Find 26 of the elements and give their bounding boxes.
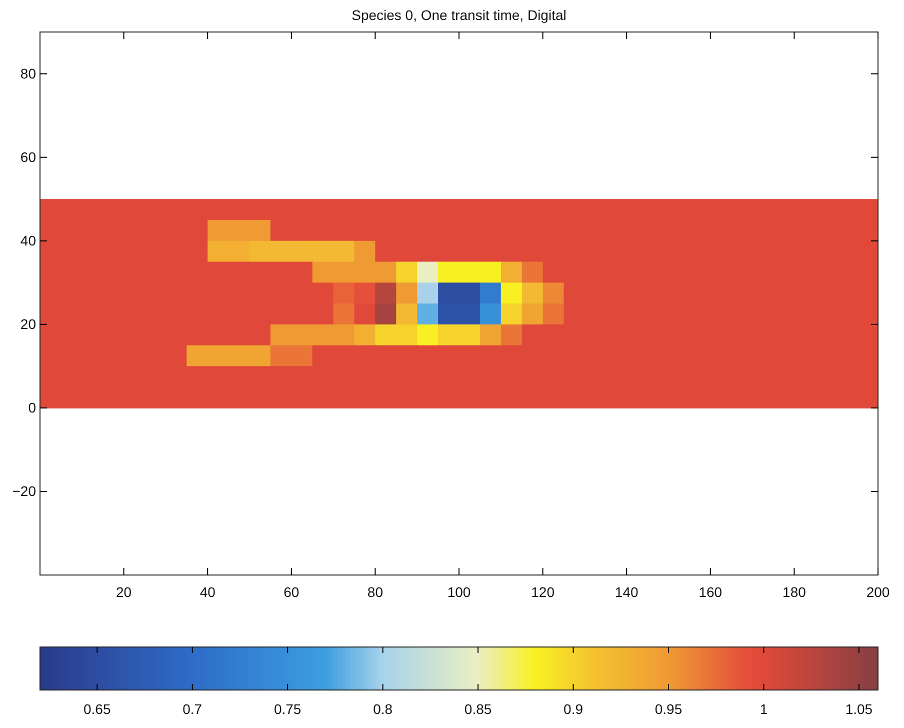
- x-tick-label: 120: [531, 584, 555, 600]
- y-tick-label: 20: [20, 316, 36, 332]
- color-bar-label: 1: [760, 700, 768, 717]
- color-bar-label: 1.05: [845, 700, 873, 717]
- color-bar-label: 0.7: [182, 700, 202, 717]
- color-bar-label: 0.75: [274, 700, 302, 717]
- y-tick-label: 40: [20, 232, 36, 248]
- chart-title: Species 0, One transit time, Digital: [352, 7, 566, 23]
- color-bar-label: 0.95: [654, 700, 682, 717]
- x-tick-label: 100: [447, 584, 471, 600]
- x-tick-label: 80: [367, 584, 384, 600]
- color-bar-label: 0.9: [564, 700, 584, 717]
- x-tick-label: 60: [284, 584, 300, 600]
- x-tick-label: 40: [200, 584, 216, 600]
- x-tick-label: 20: [116, 584, 132, 600]
- y-tick-label: −20: [12, 482, 36, 499]
- y-tick-label: 80: [20, 65, 36, 82]
- y-tick-label: 0: [28, 399, 36, 416]
- color-bar-label: 0.8: [373, 700, 393, 717]
- x-tick-label: 140: [614, 584, 638, 600]
- x-tick-label: 200: [866, 584, 890, 600]
- x-tick-label: 160: [698, 584, 722, 600]
- x-tick-label: 180: [782, 584, 806, 600]
- color-bar-label: 0.85: [464, 700, 492, 717]
- color-bar-label: 0.65: [84, 700, 111, 717]
- y-tick-label: 60: [20, 148, 36, 165]
